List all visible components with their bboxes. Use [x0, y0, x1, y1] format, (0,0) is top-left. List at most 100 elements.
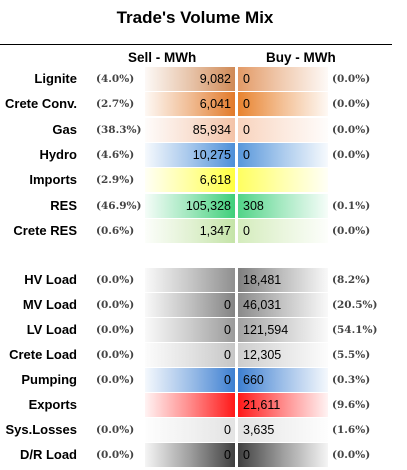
sell-bar [145, 393, 235, 417]
buy-percent: (0.1%) [332, 200, 371, 212]
table-row: Hydro (4.6%) 10,275 0 (0.0%) [0, 143, 407, 167]
column-divider [236, 143, 238, 167]
buy-value: 0 [243, 123, 250, 137]
buy-value: 3,635 [243, 423, 275, 437]
column-divider [236, 293, 238, 317]
buy-bar [238, 268, 328, 292]
sell-percent: (0.0%) [96, 324, 135, 336]
table-row: LV Load (0.0%) 0 121,594 (54.1%) [0, 318, 407, 342]
sell-bar [145, 293, 235, 317]
sell-value: 9,082 [199, 72, 231, 86]
buy-percent: (1.6%) [332, 424, 371, 436]
column-divider [236, 67, 238, 91]
column-divider [236, 418, 238, 442]
buy-percent: (0.0%) [332, 449, 371, 461]
sell-percent: (0.0%) [96, 424, 135, 436]
sell-value: 6,618 [199, 173, 231, 187]
buy-value: 0 [243, 72, 250, 86]
column-divider [236, 443, 238, 467]
buy-bar [238, 293, 328, 317]
sell-value: 0 [224, 298, 231, 312]
sell-percent: (0.0%) [96, 299, 135, 311]
buy-value: 46,031 [243, 298, 282, 312]
sell-value: 0 [224, 323, 231, 337]
sell-bar [145, 219, 235, 243]
table-row: Crete RES (0.6%) 1,347 0 (0.0%) [0, 219, 407, 243]
row-label: Crete RES [13, 223, 77, 238]
table-row: Crete Conv. (2.7%) 6,041 0 (0.0%) [0, 92, 407, 116]
table-row: MV Load (0.0%) 0 46,031 (20.5%) [0, 293, 407, 317]
buy-bar [238, 118, 328, 142]
sell-value: 10,275 [192, 148, 231, 162]
sell-percent: (4.0%) [96, 73, 135, 85]
buy-bar [238, 168, 328, 192]
buy-value: 18,481 [243, 273, 282, 287]
table-row: RES (46.9%) 105,328 308 (0.1%) [0, 194, 407, 218]
sell-value: 0 [224, 373, 231, 387]
sell-bar [145, 194, 235, 218]
chart-title: Trade's Volume Mix [116, 8, 274, 27]
buy-value: 121,594 [243, 323, 289, 337]
buy-value: 308 [243, 199, 264, 213]
column-divider [236, 343, 238, 367]
buy-bar [238, 443, 328, 467]
sell-bar [145, 92, 235, 116]
row-label: D/R Load [19, 447, 77, 462]
sell-value: 6,041 [199, 97, 231, 111]
buy-percent: (54.1%) [332, 324, 378, 336]
sell-bar [145, 118, 235, 142]
sell-bar [145, 343, 235, 367]
sell-bar [145, 443, 235, 467]
buy-bar [238, 219, 328, 243]
sell-bar [145, 143, 235, 167]
row-label: LV Load [26, 322, 77, 337]
column-divider [236, 168, 238, 192]
row-label: Crete Load [9, 347, 77, 362]
sell-value: 1,347 [199, 224, 231, 238]
column-divider [236, 92, 238, 116]
table-row: D/R Load (0.0%) 0 0 (0.0%) [0, 443, 407, 467]
buy-bar [238, 194, 328, 218]
buy-percent: (0.3%) [332, 374, 371, 386]
sell-percent: (46.9%) [96, 200, 142, 212]
buy-bar [238, 368, 328, 392]
row-label: Sys.Losses [5, 422, 77, 437]
sell-value: 85,934 [192, 123, 231, 137]
sell-value: 0 [224, 423, 231, 437]
table-row: Sys.Losses (0.0%) 0 3,635 (1.6%) [0, 418, 407, 442]
sell-percent: (4.6%) [96, 149, 135, 161]
buy-bar [238, 92, 328, 116]
table-row: Pumping (0.0%) 0 660 (0.3%) [0, 368, 407, 392]
column-divider [236, 219, 238, 243]
buy-bar [238, 143, 328, 167]
buy-percent: (9.6%) [332, 399, 371, 411]
sell-column-header: Sell - MWh [128, 50, 197, 65]
buy-bar [238, 318, 328, 342]
column-divider [236, 194, 238, 218]
row-label: Hydro [39, 147, 77, 162]
row-label: Pumping [21, 372, 77, 387]
row-label: Crete Conv. [5, 96, 77, 111]
table-row: Imports (2.9%) 6,618 [0, 168, 407, 192]
buy-value: 21,611 [243, 398, 281, 412]
sell-percent: (0.0%) [96, 274, 135, 286]
table-row: Lignite (4.0%) 9,082 0 (0.0%) [0, 67, 407, 91]
sell-bar [145, 418, 235, 442]
table-row: Gas (38.3%) 85,934 0 (0.0%) [0, 118, 407, 142]
buy-percent: (0.0%) [332, 124, 371, 136]
title-divider [0, 44, 392, 45]
row-label: Exports [28, 397, 77, 412]
buy-bar [238, 393, 328, 417]
row-label: RES [50, 198, 77, 213]
sell-bar [145, 268, 235, 292]
sell-value: 0 [224, 448, 231, 462]
table-row: Exports 21,611 (9.6%) [0, 393, 407, 417]
sell-value: 0 [224, 348, 231, 362]
buy-percent: (8.2%) [332, 274, 371, 286]
sell-bar [145, 368, 235, 392]
sell-percent: (38.3%) [96, 124, 142, 136]
row-label: HV Load [24, 272, 77, 287]
buy-percent: (0.0%) [332, 98, 371, 110]
buy-percent: (5.5%) [332, 349, 371, 361]
buy-percent: (0.0%) [332, 73, 371, 85]
